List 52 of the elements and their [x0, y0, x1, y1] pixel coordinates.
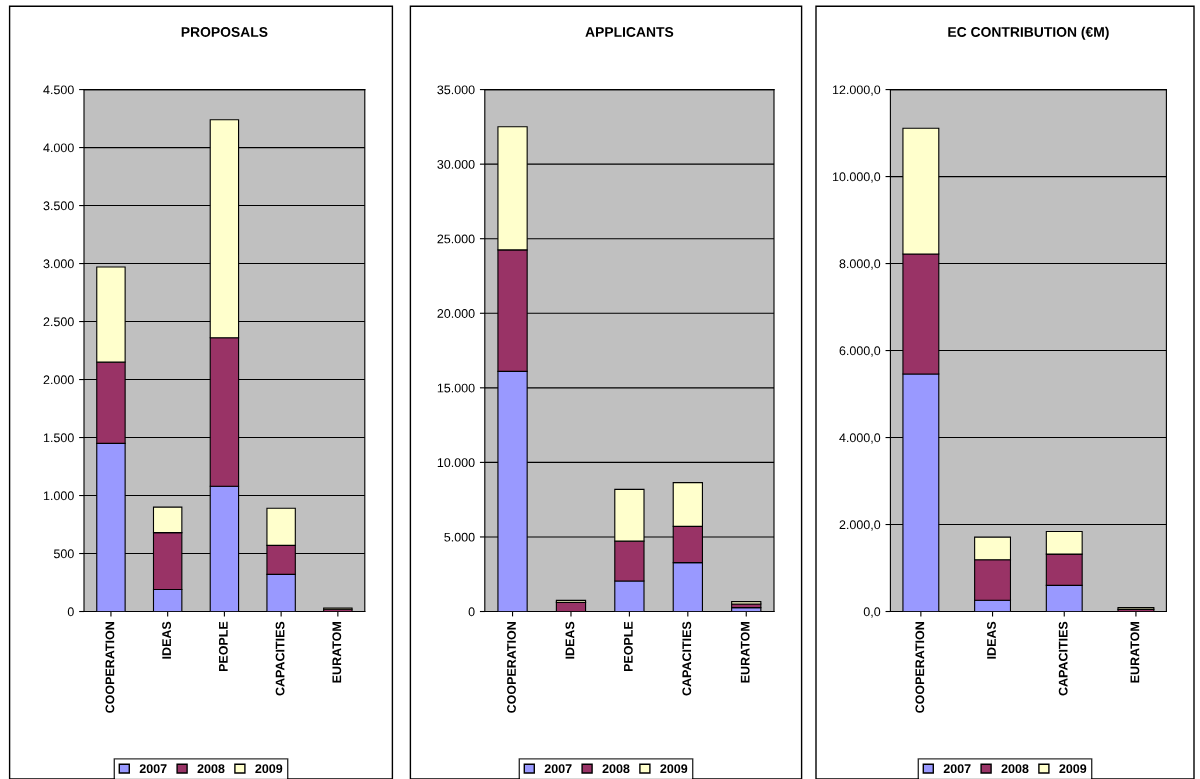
y-tick-label: 1.000 [43, 491, 74, 501]
x-tick-label: PEOPLE [623, 621, 633, 672]
y-tick-label: 4.000,0 [839, 433, 881, 444]
y-tick-label: 25.000 [437, 234, 475, 244]
chart-title: EC CONTRIBUTION (€M) [948, 26, 1109, 40]
chart-title: APPLICANTS [585, 27, 674, 37]
x-tick-label: EURATOM [332, 622, 342, 683]
y-tick-label: 0,0 [863, 607, 881, 618]
y-tick-label: 500 [53, 549, 74, 559]
x-tick-label: EURATOM [740, 622, 750, 683]
x-tick-label: EURATOM [1130, 622, 1140, 683]
x-tick-label: IDEAS [162, 621, 172, 659]
x-tick-label: COOPERATION [915, 622, 925, 713]
legend-label: 2009 [1059, 764, 1087, 774]
x-tick-label: CAPACITIES [275, 621, 285, 696]
x-tick-label: IDEAS [987, 621, 996, 659]
y-tick-label: 8.000,0 [839, 259, 881, 270]
y-tick-label: 0 [67, 607, 74, 617]
y-tick-label: 3.500 [43, 201, 74, 211]
y-tick-label: 0 [468, 607, 475, 617]
y-tick-label: 2.500 [43, 317, 74, 327]
y-tick-label: 20.000 [437, 309, 475, 318]
y-tick-label: 1.500 [43, 433, 74, 443]
legend-label: 2007 [139, 764, 167, 774]
legend-label: 2007 [943, 764, 971, 774]
chart-title: PROPOSALS [181, 27, 268, 37]
x-tick-label: COOPERATION [507, 622, 516, 713]
y-tick-label: 4.000 [43, 143, 74, 153]
y-tick-label: 6.000,0 [839, 346, 881, 357]
y-tick-label: 15.000 [437, 383, 475, 393]
x-tick-label: PEOPLE [218, 621, 228, 672]
legend-label: 2008 [197, 764, 225, 774]
y-tick-label: 3.000 [43, 259, 74, 269]
y-tick-label: 35.000 [437, 85, 475, 95]
bar [731, 601, 762, 605]
y-tick-label: 12.000,0 [832, 85, 881, 96]
x-tick-label: COOPERATION [105, 622, 115, 713]
y-tick-label: 2.000,0 [839, 520, 881, 531]
x-tick-label: CAPACITIES [682, 621, 692, 696]
y-tick-label: 4.500 [43, 85, 74, 95]
legend-label: 2007 [544, 764, 572, 774]
legend-label: 2009 [660, 764, 688, 774]
y-tick-label: 2.000 [43, 375, 74, 385]
y-tick-label: 10.000 [437, 458, 475, 468]
legend-label: 2008 [1001, 764, 1029, 774]
legend-label: 2009 [255, 764, 283, 774]
legend-label: 2008 [602, 764, 630, 774]
y-tick-label: 30.000 [437, 159, 475, 169]
y-tick-label: 5.000 [444, 532, 475, 542]
x-tick-label: IDEAS [565, 621, 575, 659]
x-tick-label: CAPACITIES [1058, 621, 1068, 696]
y-tick-label: 10.000,0 [832, 172, 881, 183]
